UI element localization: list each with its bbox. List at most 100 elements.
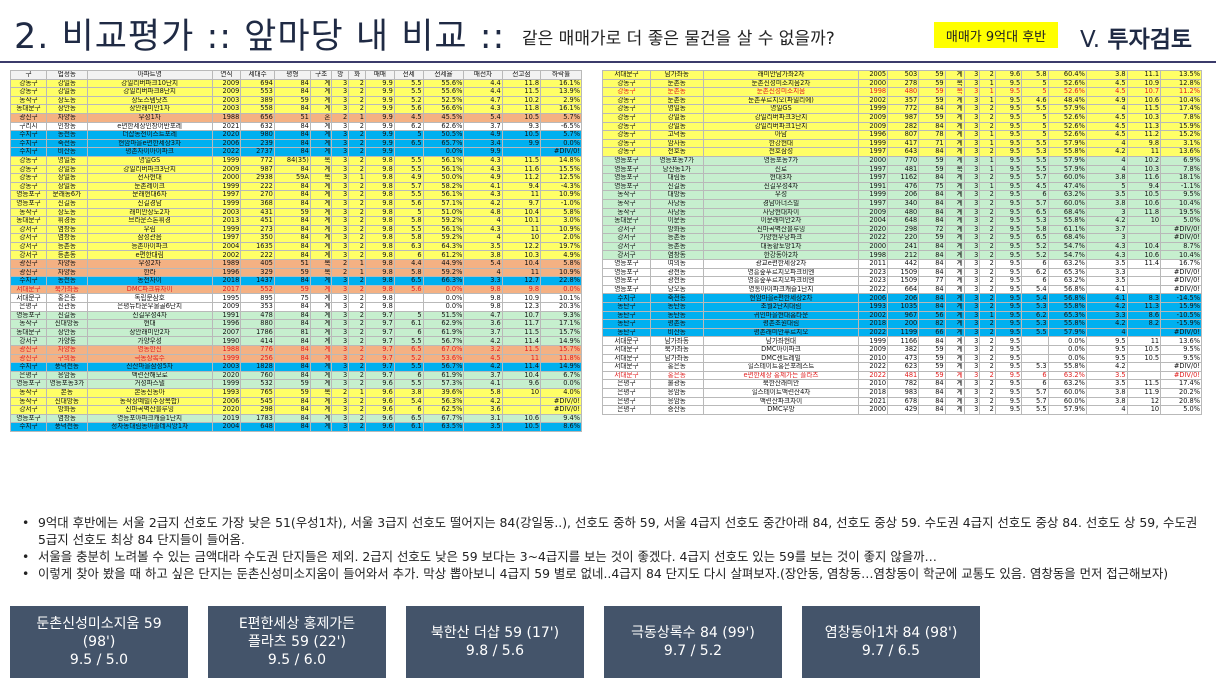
table-cell: 4.4	[393, 259, 424, 269]
table-cell: 11.5	[501, 327, 542, 338]
table-cell: 신마곡벽산블루밍	[702, 224, 860, 235]
table-cell: 2004	[211, 422, 242, 432]
table-cell	[1126, 233, 1162, 243]
table-cell: 9.8	[365, 198, 395, 209]
table-cell: 61.9%	[422, 370, 465, 381]
table-cell: 서대문구	[602, 70, 651, 80]
table-cell: 9.5	[994, 284, 1023, 295]
table-cell: 계	[944, 173, 965, 183]
table-cell: 20.3%	[540, 302, 582, 312]
table-cell: 수지구	[10, 130, 47, 140]
table-cell: 3	[963, 198, 981, 209]
table-cell: 4.3	[463, 190, 503, 200]
table-cell: 방화동	[649, 224, 704, 235]
table-cell: 1988	[211, 345, 242, 355]
table-cell: 계	[309, 284, 333, 295]
table-cell: 0.0%	[1047, 336, 1087, 346]
table-cell: 2	[348, 327, 366, 338]
table-cell: 동천동	[45, 276, 88, 286]
table-row: 강서구 염창동 삼성관음 1997 350 84 계 3 2 9.8 5.8 59.2% 4 10 2.0%	[10, 233, 582, 243]
table-cell: 계	[309, 413, 333, 424]
table-cell: 11.4	[1126, 259, 1162, 269]
table-row: 강동구 명일동 명일GS 1999 772 84 계 3 2 9.5 5.5 57.9% 4 11.5 17…	[602, 104, 1202, 114]
table-cell: 홍은동	[649, 362, 704, 372]
table-cell: 389	[240, 95, 275, 106]
table-cell: 4	[1085, 327, 1128, 338]
column-header: 매매	[365, 70, 395, 80]
table-cell: 3	[963, 112, 981, 123]
table-cell: 계	[944, 155, 965, 166]
table-cell: 4.3	[1085, 250, 1128, 261]
table-cell: 9.8	[365, 293, 395, 304]
table-cell: 9.5%	[1160, 345, 1202, 355]
table-cell: 6	[1021, 259, 1049, 269]
table-cell: 84	[273, 233, 311, 243]
table-cell: 둔촌동	[649, 78, 704, 89]
table-cell: 4.5	[1085, 112, 1128, 123]
table-cell: 62.6%	[422, 121, 465, 132]
column-header: 법정동	[45, 70, 88, 80]
table-cell: 84	[918, 147, 946, 157]
table-row: 광진구 구의동 극동상록수 1999 256 84 계 3 2 9.7 5.2 53.6% 4.5 11 1…	[10, 353, 582, 364]
table-cell: 1991	[858, 181, 889, 192]
table-cell: 3	[331, 405, 350, 415]
table-cell: 1	[979, 181, 996, 192]
card-line: 9.7 / 5.2	[663, 643, 723, 659]
table-cell: 56.1%	[422, 164, 465, 175]
table-cell	[393, 302, 424, 312]
table-cell: 10	[1126, 216, 1162, 226]
table-cell: 417	[887, 138, 920, 149]
table-cell: 5.5	[393, 155, 424, 166]
table-cell: 계	[309, 405, 333, 415]
table-cell: 동작구	[602, 198, 651, 209]
table-cell: 9.5	[994, 181, 1023, 192]
table-cell: 2	[348, 155, 366, 166]
table-cell: 82	[918, 319, 946, 329]
table-cell: 1993	[211, 387, 242, 398]
table-cell: 계	[309, 379, 333, 389]
table-cell: 10.4	[501, 259, 542, 269]
table-cell: 2	[348, 370, 366, 381]
table-cell: 5.5	[1021, 155, 1049, 166]
table-cell: 2	[979, 336, 996, 346]
table-cell: 4.9	[393, 173, 424, 183]
card-line: E편한세상 홍제가든	[238, 616, 356, 632]
card-line: 9.8 / 5.6	[465, 643, 525, 659]
table-cell: 강일동	[45, 78, 88, 89]
table-cell: 9.8	[365, 233, 395, 243]
table-row: 구리시 인창동 e편한세상인창어반포레 2021 632 84 계 3 2 9.9 6.2 62.6%…	[10, 121, 582, 132]
table-cell: 동탄동	[649, 302, 704, 312]
table-cell: 66.3%	[422, 276, 465, 286]
table-row: 동작구 대방동 우성 1999 206 84 계 3 2 9.5 6 63.2% 3.5 10.5 9.5%	[602, 190, 1202, 200]
table-cell: 56.1%	[422, 190, 465, 200]
table-cell: 2	[979, 241, 996, 252]
table-cell: 9.6	[994, 70, 1023, 80]
table-cell: 북가좌동	[649, 345, 704, 355]
table-cell: 2737	[240, 147, 275, 157]
table-row: 서대문구 북가좌동 DMC아이파크 2009 382 59 계 3 2 9.5 0.0% 9.5 10.…	[602, 345, 1202, 355]
card-line: 플라츠 59 (22')	[248, 634, 346, 650]
table-cell: 2	[348, 396, 366, 407]
table-cell: 1	[348, 112, 366, 123]
table-cell: 9.5	[1085, 336, 1128, 346]
note-item: 서울을 충분히 노려볼 수 있는 금액대라 수도권 단지들은 제외. 2급지 선…	[22, 548, 1202, 565]
table-cell: 2009	[211, 87, 242, 97]
table-cell: 9.5	[994, 224, 1023, 235]
table-cell: 5.5	[393, 190, 424, 200]
table-cell: 9.5	[994, 276, 1023, 286]
table-cell: 10.4	[1126, 241, 1162, 252]
table-cell: 계	[309, 293, 333, 304]
table-cell: 영등포동7가	[702, 155, 860, 166]
table-cell: 2000	[858, 78, 889, 89]
table-cell: 자양동	[45, 112, 88, 123]
table-cell: 신길동	[45, 310, 88, 321]
table-cell: 84	[918, 121, 946, 132]
table-cell: 2022	[858, 284, 889, 295]
table-cell: 3.8	[1085, 173, 1128, 183]
table-cell: 1997	[858, 173, 889, 183]
table-cell: 염창동	[45, 224, 88, 235]
table-cell: 2	[979, 267, 996, 278]
table-cell: 계	[309, 121, 333, 132]
table-cell: 2	[979, 173, 996, 183]
table-cell	[1126, 276, 1162, 286]
